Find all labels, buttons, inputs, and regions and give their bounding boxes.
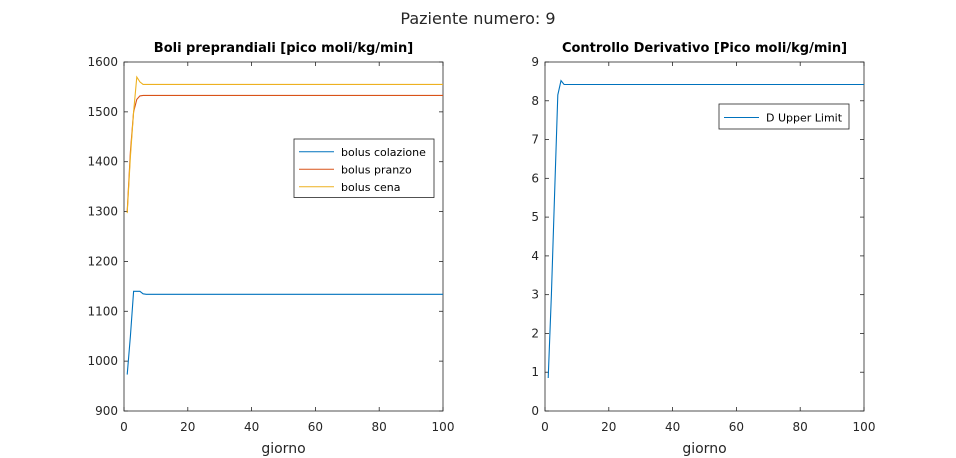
legend-entry: bolus pranzo xyxy=(341,163,412,176)
chart-title: Boli preprandiali [pico moli/kg/min] xyxy=(154,41,413,56)
x-tick-label: 100 xyxy=(853,420,876,434)
x-tick-label: 40 xyxy=(244,420,259,434)
y-tick-label: 1100 xyxy=(87,304,118,318)
y-tick-label: 7 xyxy=(531,133,539,147)
legend-entry: D Upper Limit xyxy=(766,112,843,125)
figure-title: Paziente numero: 9 xyxy=(400,9,556,28)
series-line-1 xyxy=(126,290,443,375)
legend-entry: bolus colazione xyxy=(341,146,426,159)
x-tick-label: 60 xyxy=(308,420,323,434)
y-tick-label: 9 xyxy=(531,55,539,69)
y-tick-label: 0 xyxy=(531,404,539,418)
y-tick-label: 6 xyxy=(531,171,539,185)
x-tick-label: 80 xyxy=(793,420,808,434)
x-tick-label: 0 xyxy=(120,420,128,434)
series-line-1 xyxy=(547,79,864,379)
legend-box xyxy=(293,138,435,198)
y-tick-label: 1 xyxy=(531,365,539,379)
x-tick-label: 40 xyxy=(665,420,680,434)
y-tick-label: 900 xyxy=(95,404,118,418)
chart-1: Boli preprandiali [pico moli/kg/min] 0 20 4… xyxy=(87,41,454,457)
x-tick-label: 100 xyxy=(432,420,455,434)
x-tick-label: 60 xyxy=(729,420,744,434)
x-tick-label: 0 xyxy=(541,420,549,434)
y-tick-label: 1300 xyxy=(87,205,118,219)
x-tick-label: 20 xyxy=(180,420,195,434)
chart-title: Controllo Derivativo [Pico moli/kg/min] xyxy=(562,41,847,56)
x-tick-label: 20 xyxy=(601,420,616,434)
chart-2: Controllo Derivativo [Pico moli/kg/min] 0… xyxy=(531,41,875,457)
x-tick-label: 80 xyxy=(372,420,387,434)
legend-entry: bolus cena xyxy=(341,181,401,194)
plot-area xyxy=(123,61,444,412)
y-tick-label: 1000 xyxy=(87,354,118,368)
y-tick-label: 3 xyxy=(531,288,539,302)
y-tick-label: 1400 xyxy=(87,155,118,169)
y-tick-label: 5 xyxy=(531,210,539,224)
y-tick-label: 8 xyxy=(531,94,539,108)
y-tick-label: 1500 xyxy=(87,105,118,119)
x-axis-label: giorno xyxy=(261,441,305,457)
y-tick-label: 2 xyxy=(531,326,539,340)
x-axis-label: giorno xyxy=(682,441,726,457)
series-line-3 xyxy=(126,75,443,214)
y-tick-label: 4 xyxy=(531,249,539,263)
y-tick-label: 1600 xyxy=(87,55,118,69)
legend-box xyxy=(718,103,850,130)
y-tick-label: 1200 xyxy=(87,254,118,268)
